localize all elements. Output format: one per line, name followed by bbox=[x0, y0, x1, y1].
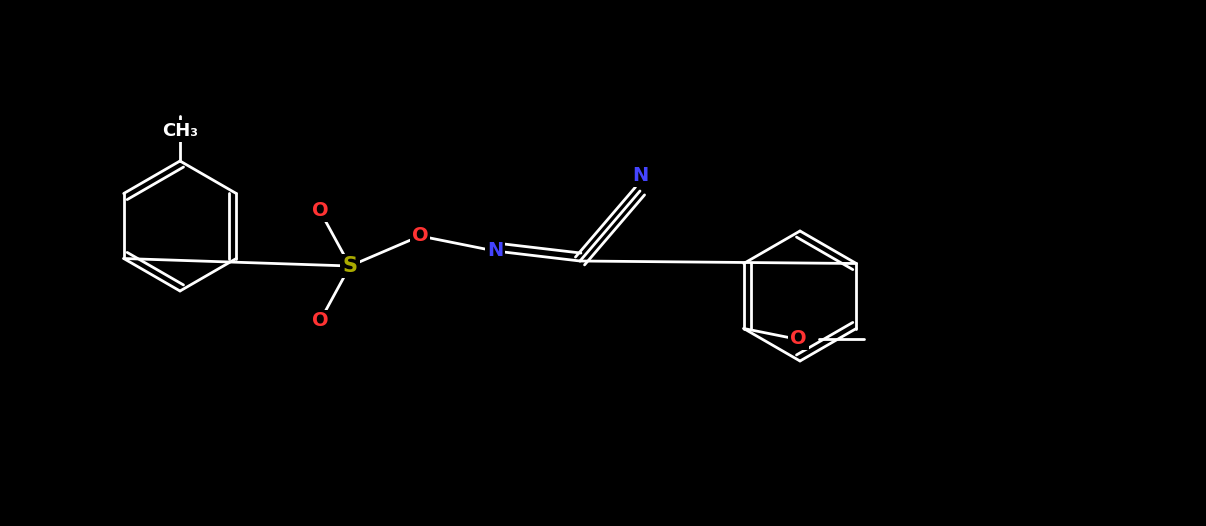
Text: N: N bbox=[487, 241, 503, 260]
Text: O: O bbox=[790, 329, 807, 348]
Text: N: N bbox=[632, 167, 648, 186]
Text: O: O bbox=[311, 311, 328, 330]
Text: S: S bbox=[343, 256, 357, 276]
Text: O: O bbox=[311, 201, 328, 220]
Text: O: O bbox=[411, 227, 428, 246]
Text: CH₃: CH₃ bbox=[162, 122, 198, 140]
